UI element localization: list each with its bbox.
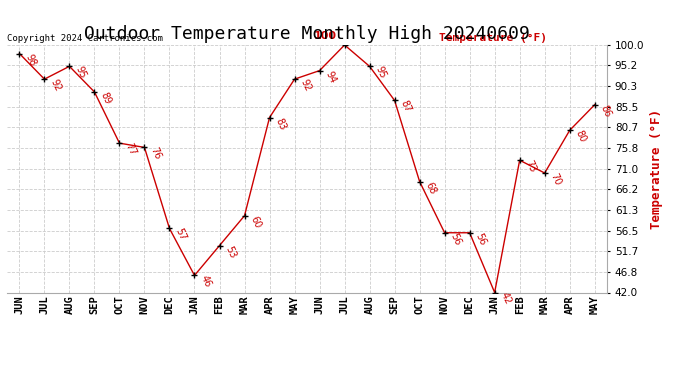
Text: 76: 76 bbox=[148, 146, 163, 162]
Y-axis label: Temperature (°F): Temperature (°F) bbox=[650, 109, 663, 229]
Text: 46: 46 bbox=[199, 274, 213, 290]
Text: 68: 68 bbox=[424, 180, 438, 195]
Text: 89: 89 bbox=[99, 90, 113, 106]
Text: 53: 53 bbox=[224, 244, 238, 260]
Text: 80: 80 bbox=[574, 129, 588, 144]
Text: 94: 94 bbox=[324, 69, 338, 84]
Text: 70: 70 bbox=[549, 172, 563, 187]
Text: 92: 92 bbox=[48, 78, 63, 93]
Text: Temperature (°F): Temperature (°F) bbox=[439, 33, 547, 42]
Text: 98: 98 bbox=[23, 52, 38, 68]
Text: 87: 87 bbox=[399, 99, 413, 114]
Text: 56: 56 bbox=[474, 231, 488, 247]
Text: 73: 73 bbox=[524, 159, 538, 174]
Text: 83: 83 bbox=[274, 116, 288, 132]
Title: Outdoor Temperature Monthly High 20240609: Outdoor Temperature Monthly High 2024060… bbox=[84, 26, 530, 44]
Text: 95: 95 bbox=[74, 65, 88, 80]
Text: 95: 95 bbox=[374, 65, 388, 80]
Text: 60: 60 bbox=[248, 214, 263, 230]
Text: 77: 77 bbox=[124, 142, 138, 158]
Text: 100: 100 bbox=[314, 31, 337, 41]
Text: 86: 86 bbox=[599, 104, 613, 118]
Text: 42: 42 bbox=[499, 291, 513, 306]
Text: 56: 56 bbox=[448, 231, 463, 247]
Text: 57: 57 bbox=[174, 227, 188, 243]
Text: 92: 92 bbox=[299, 78, 313, 93]
Text: Copyright 2024 Cartronics.com: Copyright 2024 Cartronics.com bbox=[7, 33, 163, 42]
